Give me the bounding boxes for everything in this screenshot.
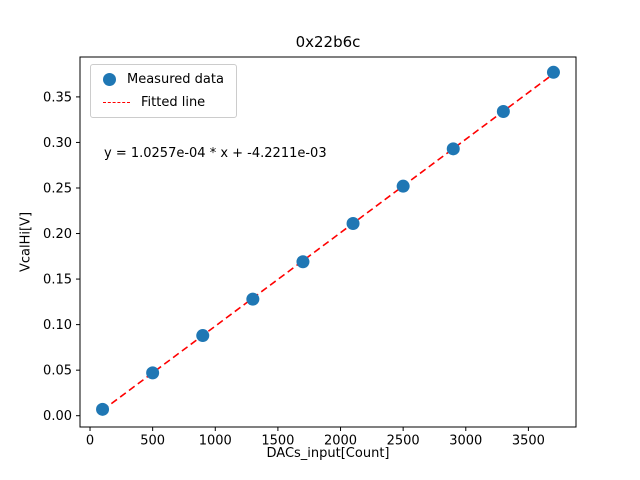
measured-data-marker-icon (103, 73, 116, 86)
y-tick-label: 0.15 (43, 273, 72, 288)
x-tick-label: 2500 (387, 434, 420, 449)
axes-frame (79, 56, 577, 428)
y-tick-label: 0.20 (43, 227, 72, 242)
y-tick-label: 0.30 (43, 136, 72, 151)
x-axis-label: DACs_input[Count] (266, 446, 390, 461)
x-tick-label: 3000 (449, 434, 482, 449)
data-point (446, 142, 460, 156)
legend: Measured data Fitted line (90, 64, 237, 118)
x-tick-label: 1500 (261, 434, 294, 449)
data-point (96, 402, 110, 416)
data-point (396, 179, 410, 193)
data-point (146, 366, 160, 380)
legend-item-measured: Measured data (103, 72, 224, 87)
y-tick-label: 0.35 (43, 90, 72, 105)
fitted-line (102, 73, 554, 411)
legend-label-measured: Measured data (127, 72, 224, 87)
y-tick-label: 0.25 (43, 181, 72, 196)
legend-item-fitted: Fitted line (103, 95, 224, 110)
x-tick-label: 3500 (512, 434, 545, 449)
data-point (246, 292, 260, 306)
fitted-line-dash-icon (103, 102, 130, 103)
data-point (496, 104, 510, 118)
y-tick-label: 0.00 (43, 409, 72, 424)
data-point (196, 329, 210, 343)
x-tick-label: 2000 (324, 434, 357, 449)
x-tick-label: 500 (140, 434, 165, 449)
x-tick-label: 0 (86, 434, 94, 449)
y-tick-label: 0.10 (43, 318, 72, 333)
legend-label-fitted: Fitted line (141, 95, 206, 110)
data-point (296, 255, 310, 269)
y-tick-label: 0.05 (43, 364, 72, 379)
chart-title: 0x22b6c (295, 33, 361, 51)
data-point (346, 217, 360, 231)
x-tick-label: 1000 (199, 434, 232, 449)
fit-equation-annotation: y = 1.0257e-04 * x + -4.2211e-03 (104, 146, 327, 161)
y-axis-label: VcalHi[V] (18, 211, 34, 273)
data-point (546, 65, 560, 79)
